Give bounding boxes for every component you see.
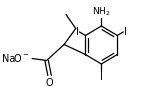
Text: I: I [100,72,103,82]
Text: I: I [76,27,79,37]
Text: O: O [46,77,53,88]
Text: I: I [124,27,127,37]
Text: O$^-$: O$^-$ [13,53,29,65]
Text: NH$_2$: NH$_2$ [92,5,111,18]
Text: Na: Na [2,53,16,64]
